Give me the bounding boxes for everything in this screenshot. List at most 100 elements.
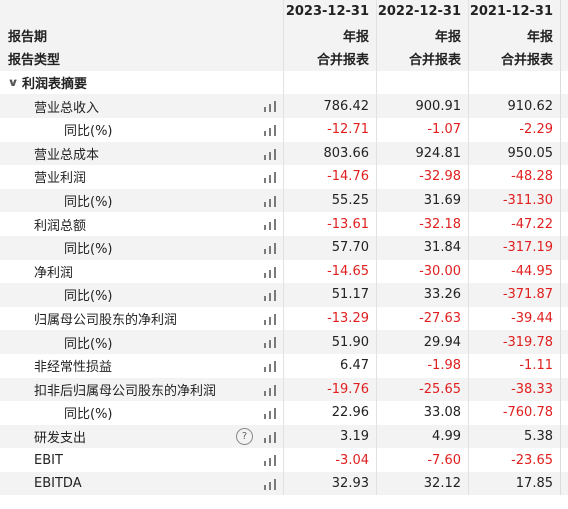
value-cell: 33.08 bbox=[423, 405, 461, 421]
bar-chart-icon[interactable] bbox=[264, 313, 276, 325]
bar-chart-icon[interactable] bbox=[264, 101, 276, 113]
value-cell: -48.28 bbox=[511, 169, 553, 185]
table-row-parent-net-profit: 归属母公司股东的净利润 -13.29 -27.63 -39.44 bbox=[0, 307, 568, 331]
report-kind-2021: 年报 bbox=[526, 29, 553, 45]
bar-chart-icon[interactable] bbox=[264, 124, 276, 136]
row-label: 净利润 bbox=[34, 265, 74, 281]
table-row-deducted-net-profit: 扣非后归属母公司股东的净利润 -19.76 -25.65 -38.33 bbox=[0, 377, 568, 402]
report-period-label: 报告期 bbox=[8, 29, 48, 45]
table-row-total-profit-yoy: 同比(%) 57.70 31.84 -317.19 bbox=[0, 235, 568, 260]
table-row-parent-net-profit-yoy: 同比(%) 51.90 29.94 -319.78 bbox=[0, 330, 568, 354]
value-cell: 51.17 bbox=[331, 287, 369, 303]
value-cell: -1.98 bbox=[427, 358, 461, 374]
row-label: 营业总收入 bbox=[34, 100, 100, 116]
table-row-operating-profit-yoy: 同比(%) 55.25 31.69 -311.30 bbox=[0, 188, 568, 213]
value-cell: -317.19 bbox=[502, 240, 553, 256]
value-cell: -2.29 bbox=[519, 122, 553, 138]
row-label: 同比(%) bbox=[64, 124, 113, 140]
table-row-ebit: EBIT -3.04 -7.60 -23.65 bbox=[0, 448, 568, 472]
bar-chart-icon[interactable] bbox=[264, 290, 276, 302]
row-label: 营业总成本 bbox=[34, 147, 100, 163]
row-label: 同比(%) bbox=[64, 407, 113, 423]
value-cell: 3.19 bbox=[340, 428, 369, 444]
value-cell: 32.12 bbox=[423, 476, 461, 492]
bar-chart-icon[interactable] bbox=[264, 384, 276, 396]
row-label: 扣非后归属母公司股东的净利润 bbox=[34, 383, 217, 399]
value-cell: -1.07 bbox=[427, 122, 461, 138]
value-cell: -14.76 bbox=[327, 169, 369, 185]
question-mark-icon[interactable]: ? bbox=[236, 427, 253, 445]
row-label: 同比(%) bbox=[64, 195, 113, 211]
report-type-2021: 合并报表 bbox=[500, 53, 553, 69]
row-label: 同比(%) bbox=[64, 336, 113, 352]
row-label: 归属母公司股东的净利润 bbox=[34, 313, 178, 329]
row-label: 非经常性损益 bbox=[34, 360, 113, 376]
bar-chart-icon[interactable] bbox=[264, 172, 276, 184]
value-cell: -44.95 bbox=[511, 263, 553, 279]
table-row-total-profit: 利润总额 -13.61 -32.18 -47.22 bbox=[0, 212, 568, 236]
row-label: EBIT bbox=[34, 452, 63, 468]
value-cell: -39.44 bbox=[511, 311, 553, 327]
period-2022: 2022-12-31 bbox=[377, 4, 461, 20]
bar-chart-icon[interactable] bbox=[264, 337, 276, 349]
row-label: 营业利润 bbox=[34, 171, 87, 187]
value-cell: -14.65 bbox=[327, 263, 369, 279]
value-cell: 22.96 bbox=[331, 405, 369, 421]
bar-chart-icon[interactable] bbox=[264, 148, 276, 160]
value-cell: -30.00 bbox=[419, 263, 461, 279]
table-row-revenue: 营业总收入 786.42 900.91 910.62 bbox=[0, 94, 568, 118]
row-label: 同比(%) bbox=[64, 242, 113, 258]
chevron-down-icon[interactable]: ∨ bbox=[7, 76, 19, 90]
table-row-net-profit: 净利润 -14.65 -30.00 -44.95 bbox=[0, 260, 568, 284]
bar-chart-icon[interactable] bbox=[264, 219, 276, 231]
report-type-2022: 合并报表 bbox=[408, 53, 461, 69]
bar-chart-icon[interactable] bbox=[264, 408, 276, 420]
row-label: 利润总额 bbox=[34, 218, 87, 234]
value-cell: -27.63 bbox=[419, 311, 461, 327]
table-row-rd-expense: 研发支出? 3.19 4.99 5.38 bbox=[0, 424, 568, 449]
value-cell: 786.42 bbox=[323, 98, 370, 114]
header-row-report-type: 报告类型 合并报表 合并报表 合并报表 bbox=[0, 47, 568, 71]
value-cell: 924.81 bbox=[415, 145, 462, 161]
bar-chart-icon[interactable] bbox=[264, 431, 276, 443]
value-cell: -3.04 bbox=[335, 452, 369, 468]
row-label: 同比(%) bbox=[64, 289, 113, 305]
value-cell: 5.38 bbox=[524, 428, 553, 444]
report-kind-2022: 年报 bbox=[434, 29, 461, 45]
value-cell: -32.18 bbox=[419, 216, 461, 232]
value-cell: -1.11 bbox=[519, 358, 553, 374]
bar-chart-icon[interactable] bbox=[264, 266, 276, 278]
report-type-label: 报告类型 bbox=[8, 53, 61, 69]
value-cell: -25.65 bbox=[419, 381, 461, 397]
report-type-2023: 合并报表 bbox=[316, 53, 369, 69]
value-cell: 31.69 bbox=[423, 193, 461, 209]
value-cell: 950.05 bbox=[507, 145, 554, 161]
value-cell: 57.70 bbox=[331, 240, 369, 256]
value-cell: 6.47 bbox=[340, 358, 369, 374]
bar-chart-icon[interactable] bbox=[264, 478, 276, 490]
bar-chart-icon[interactable] bbox=[264, 360, 276, 372]
value-cell: 803.66 bbox=[323, 145, 370, 161]
period-2023: 2023-12-31 bbox=[285, 4, 369, 20]
value-cell: 17.85 bbox=[515, 476, 553, 492]
value-cell: 910.62 bbox=[507, 98, 554, 114]
table-row-revenue-yoy: 同比(%) -12.71 -1.07 -2.29 bbox=[0, 118, 568, 142]
period-2021: 2021-12-31 bbox=[469, 4, 553, 20]
header-row-report-period: 报告期 年报 年报 年报 bbox=[0, 23, 568, 48]
value-cell: -47.22 bbox=[511, 216, 553, 232]
row-label: EBITDA bbox=[34, 476, 82, 492]
value-cell: 29.94 bbox=[423, 334, 461, 350]
table-row-total-cost: 营业总成本 803.66 924.81 950.05 bbox=[0, 141, 568, 166]
value-cell: 51.90 bbox=[331, 334, 369, 350]
bar-chart-icon[interactable] bbox=[264, 455, 276, 467]
value-cell: 32.93 bbox=[331, 476, 369, 492]
value-cell: -760.78 bbox=[502, 405, 553, 421]
table-row-operating-profit: 营业利润 -14.76 -32.98 -48.28 bbox=[0, 165, 568, 189]
bar-chart-icon[interactable] bbox=[264, 195, 276, 207]
table-row-deducted-net-profit-yoy: 同比(%) 22.96 33.08 -760.78 bbox=[0, 401, 568, 425]
value-cell: 33.26 bbox=[423, 287, 461, 303]
value-cell: -23.65 bbox=[511, 452, 553, 468]
section-income-summary[interactable]: ∨ 利润表摘要 bbox=[0, 71, 568, 95]
value-cell: 55.25 bbox=[331, 193, 369, 209]
bar-chart-icon[interactable] bbox=[264, 242, 276, 254]
